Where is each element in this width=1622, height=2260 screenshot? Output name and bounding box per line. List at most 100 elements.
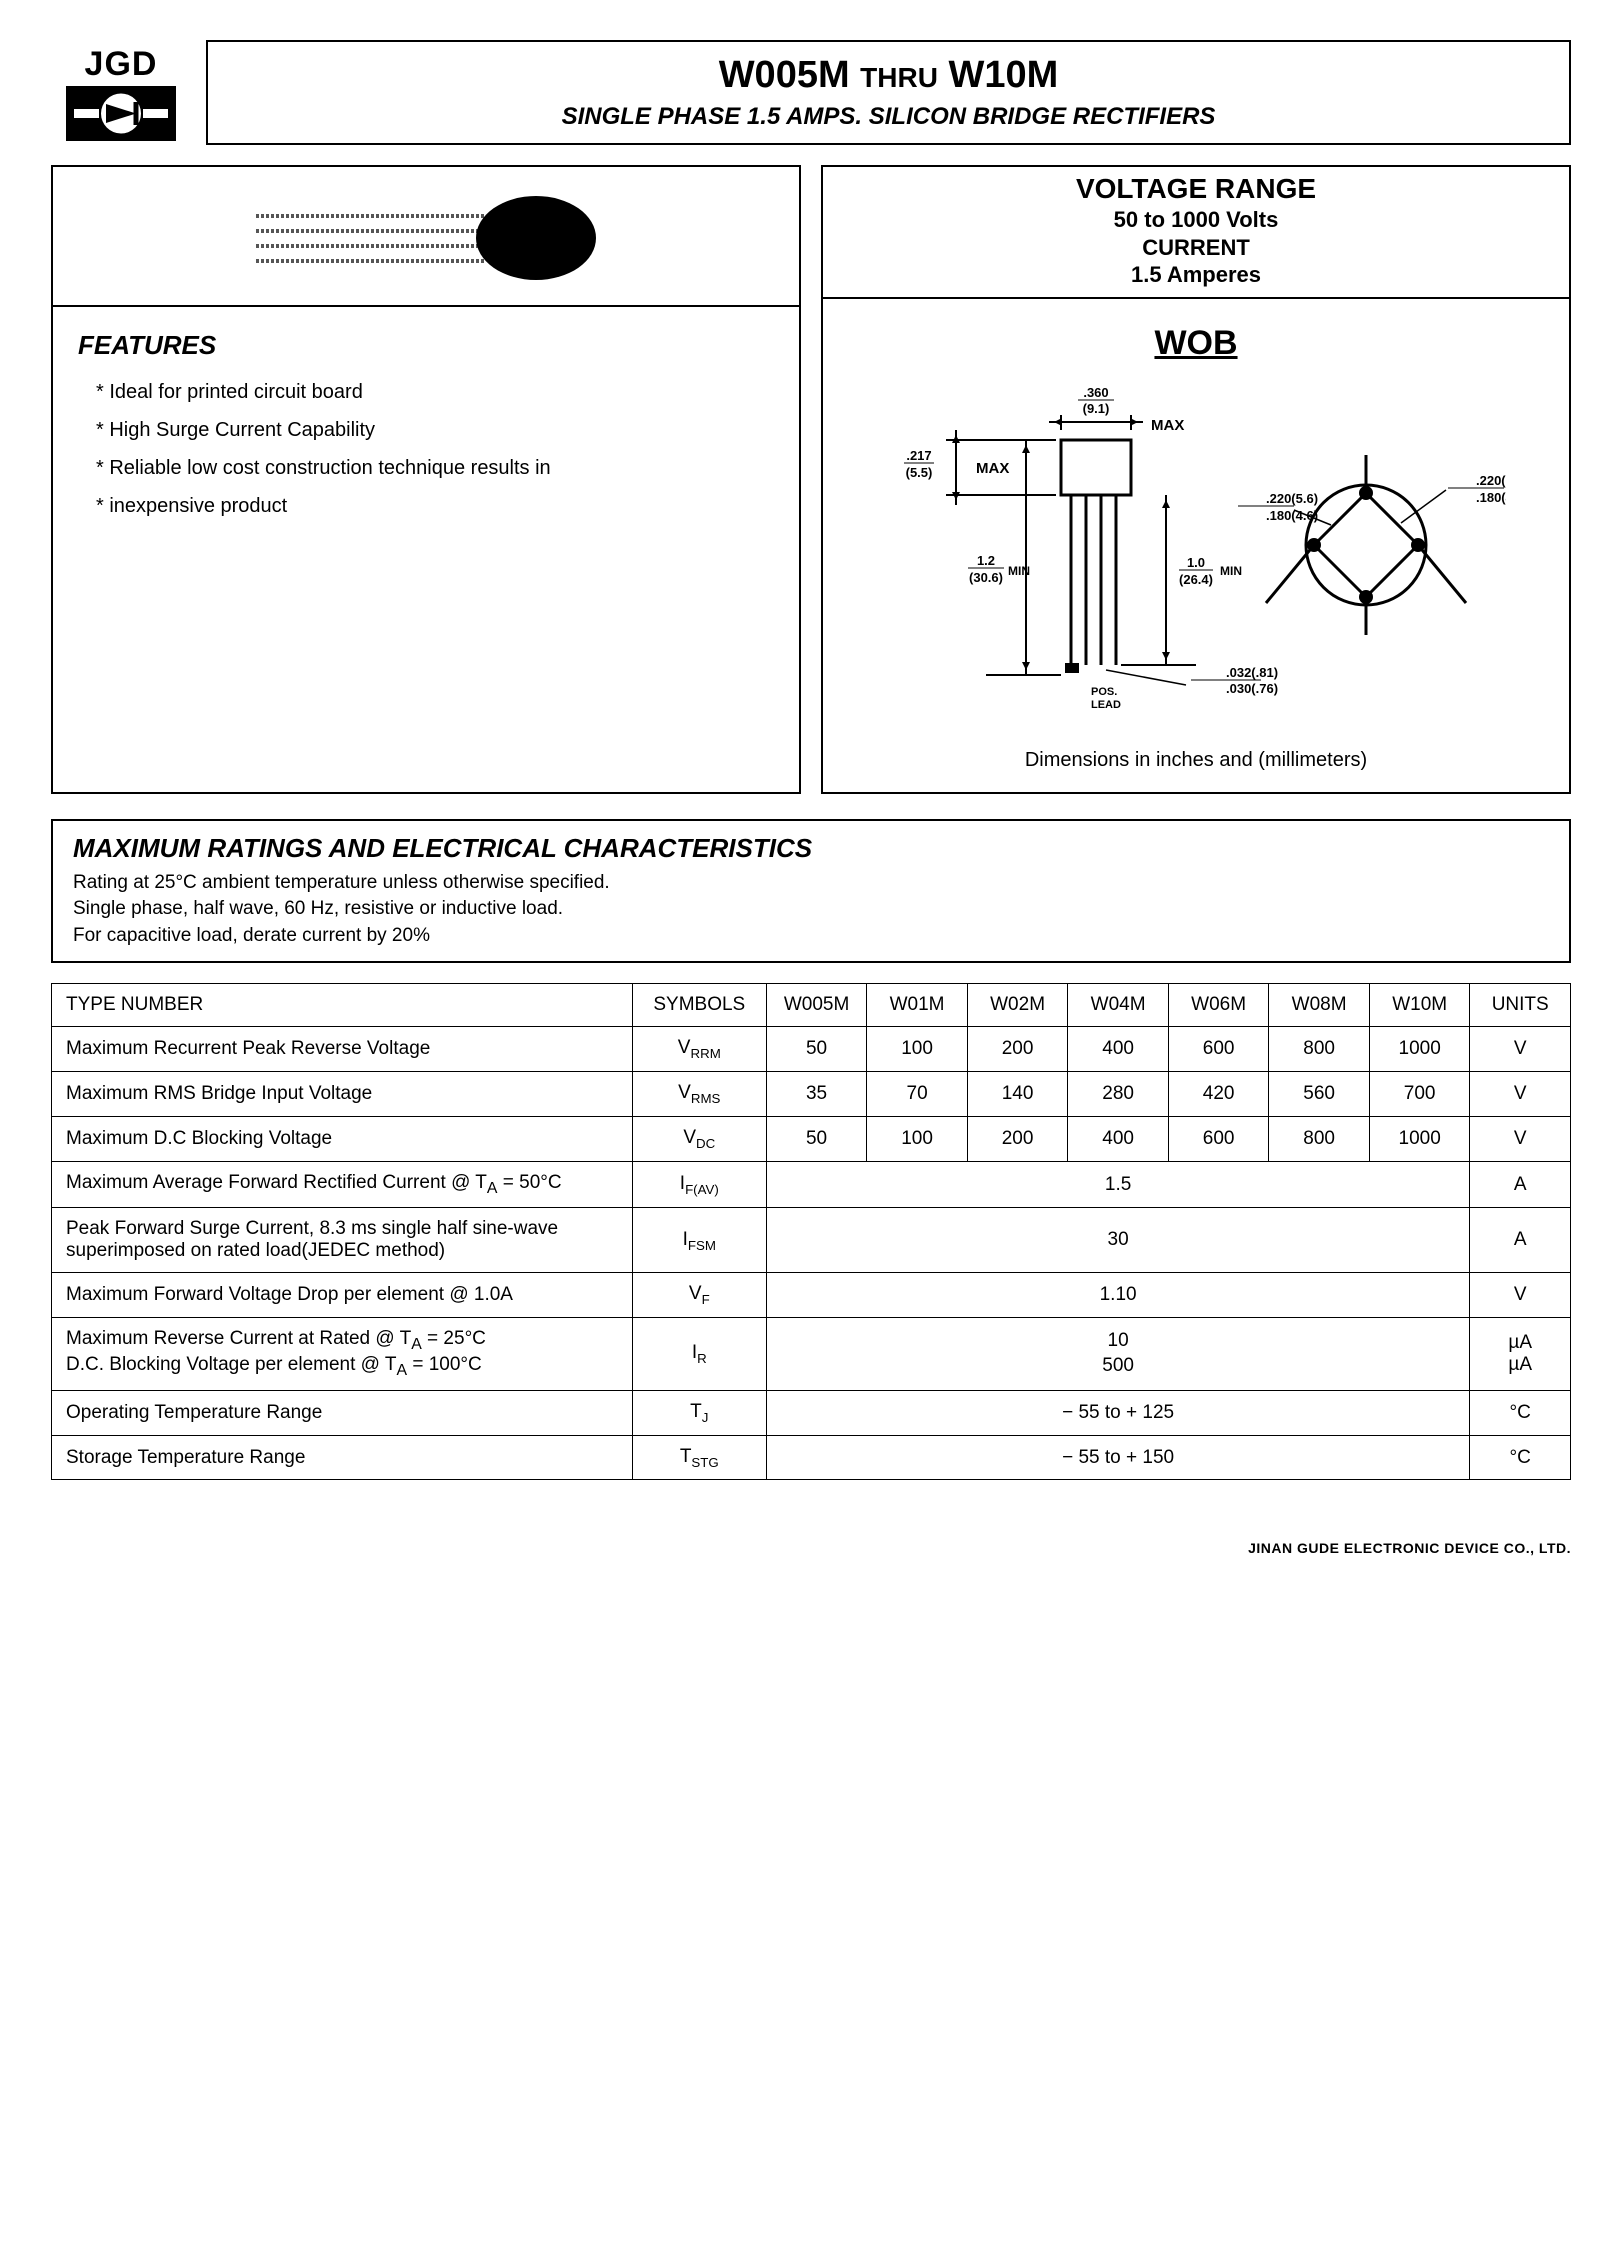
cell-units: A — [1470, 1161, 1571, 1208]
feature-item: High Surge Current Capability — [96, 411, 774, 449]
cell-value: 100 — [867, 1027, 968, 1072]
cell-symbol: VDC — [632, 1116, 766, 1161]
logo-icon — [66, 86, 176, 141]
cell-value: 400 — [1068, 1027, 1169, 1072]
features-heading: FEATURES — [78, 330, 774, 361]
cell-value: 1000 — [1369, 1027, 1470, 1072]
table-row: Maximum D.C Blocking VoltageVDC501002004… — [52, 1116, 1571, 1161]
cell-param: Maximum RMS Bridge Input Voltage — [52, 1072, 633, 1117]
title-suffix: W10M — [949, 54, 1059, 96]
cell-value: 1000 — [1369, 1116, 1470, 1161]
cell-value-span: 1.5 — [766, 1161, 1470, 1208]
th-col: W10M — [1369, 984, 1470, 1027]
cell-units: °C — [1470, 1390, 1571, 1435]
features: FEATURES Ideal for printed circuit board… — [53, 307, 799, 792]
title-main: W005M THRU W10M — [228, 54, 1549, 97]
table-row: Maximum Recurrent Peak Reverse VoltageVR… — [52, 1027, 1571, 1072]
svg-text:1.2: 1.2 — [977, 553, 995, 568]
voltage-range-line1: 50 to 1000 Volts — [833, 206, 1559, 234]
svg-text:(9.1): (9.1) — [1083, 401, 1110, 416]
footer: JINAN GUDE ELECTRONIC DEVICE CO., LTD. — [51, 1540, 1571, 1556]
cell-param: Maximum Reverse Current at Rated @ TA = … — [52, 1318, 633, 1391]
cell-units: V — [1470, 1072, 1571, 1117]
cell-symbol: VRMS — [632, 1072, 766, 1117]
title-thru: THRU — [860, 62, 938, 93]
svg-text:(26.4): (26.4) — [1179, 572, 1213, 587]
svg-text:.180(4.6): .180(4.6) — [1476, 490, 1506, 505]
cell-value: 50 — [766, 1027, 867, 1072]
mid-row: FEATURES Ideal for printed circuit board… — [51, 165, 1571, 794]
features-list: Ideal for printed circuit board High Sur… — [78, 373, 774, 525]
cell-param: Maximum Forward Voltage Drop per element… — [52, 1273, 633, 1318]
ratings-note: Single phase, half wave, 60 Hz, resistiv… — [73, 896, 1549, 923]
cell-value: 600 — [1168, 1027, 1269, 1072]
th-col: W06M — [1168, 984, 1269, 1027]
cell-value: 400 — [1068, 1116, 1169, 1161]
svg-text:.217: .217 — [906, 448, 931, 463]
svg-text:MAX: MAX — [976, 460, 1009, 477]
cell-symbol: TJ — [632, 1390, 766, 1435]
cell-value: 280 — [1068, 1072, 1169, 1117]
svg-text:.220(5.6): .220(5.6) — [1476, 473, 1506, 488]
th-col: W08M — [1269, 984, 1370, 1027]
cell-value-span: 10500 — [766, 1318, 1470, 1391]
left-column: FEATURES Ideal for printed circuit board… — [51, 165, 801, 794]
dimension-note: Dimensions in inches and (millimeters) — [843, 749, 1549, 772]
table-row: Maximum Average Forward Rectified Curren… — [52, 1161, 1571, 1208]
cell-value-span: − 55 to + 150 — [766, 1435, 1470, 1480]
table-row: Maximum Forward Voltage Drop per element… — [52, 1273, 1571, 1318]
cell-value: 800 — [1269, 1116, 1370, 1161]
svg-text:POS.: POS. — [1091, 686, 1117, 698]
ratings-note: For capacitive load, derate current by 2… — [73, 923, 1549, 950]
cell-value: 560 — [1269, 1072, 1370, 1117]
feature-item: Ideal for printed circuit board — [96, 373, 774, 411]
th-col: W005M — [766, 984, 867, 1027]
svg-text:.180(4.6): .180(4.6) — [1266, 508, 1318, 523]
cell-value: 200 — [967, 1027, 1068, 1072]
spec-table: TYPE NUMBER SYMBOLS W005M W01M W02M W04M… — [51, 983, 1571, 1480]
ratings-header: MAXIMUM RATINGS AND ELECTRICAL CHARACTER… — [51, 819, 1571, 964]
voltage-range: VOLTAGE RANGE 50 to 1000 Volts CURRENT 1… — [823, 167, 1569, 299]
cell-symbol: IF(AV) — [632, 1161, 766, 1208]
cell-units: °C — [1470, 1435, 1571, 1480]
table-row: Maximum Reverse Current at Rated @ TA = … — [52, 1318, 1571, 1391]
cell-value: 35 — [766, 1072, 867, 1117]
cell-symbol: TSTG — [632, 1435, 766, 1480]
cell-units: V — [1470, 1273, 1571, 1318]
cell-units: V — [1470, 1116, 1571, 1161]
cell-value: 140 — [967, 1072, 1068, 1117]
feature-item: Reliable low cost construction technique… — [96, 449, 774, 487]
cell-symbol: IR — [632, 1318, 766, 1391]
header: JGD W005M THRU W10M SINGLE PHASE 1.5 AMP… — [51, 40, 1571, 145]
voltage-range-line2: CURRENT — [833, 234, 1559, 262]
cell-param: Maximum Average Forward Rectified Curren… — [52, 1161, 633, 1208]
cell-param: Storage Temperature Range — [52, 1435, 633, 1480]
th-symbols: SYMBOLS — [632, 984, 766, 1027]
th-col: W02M — [967, 984, 1068, 1027]
title-prefix: W005M — [719, 54, 850, 96]
cell-value: 70 — [867, 1072, 968, 1117]
th-col: W01M — [867, 984, 968, 1027]
svg-text:.032(.81): .032(.81) — [1226, 665, 1278, 680]
svg-text:(5.5): (5.5) — [906, 465, 933, 480]
cell-units: V — [1470, 1027, 1571, 1072]
th-type: TYPE NUMBER — [52, 984, 633, 1027]
voltage-range-title: VOLTAGE RANGE — [833, 171, 1559, 206]
cell-units: µAµA — [1470, 1318, 1571, 1391]
cell-param: Peak Forward Surge Current, 8.3 ms singl… — [52, 1208, 633, 1273]
title-box: W005M THRU W10M SINGLE PHASE 1.5 AMPS. S… — [206, 40, 1571, 145]
cell-value: 600 — [1168, 1116, 1269, 1161]
table-row: Maximum RMS Bridge Input VoltageVRMS3570… — [52, 1072, 1571, 1117]
svg-text:MAX: MAX — [1151, 417, 1184, 434]
table-row: Storage Temperature RangeTSTG− 55 to + 1… — [52, 1435, 1571, 1480]
svg-text:LEAD: LEAD — [1091, 699, 1121, 711]
svg-text:.030(.76): .030(.76) — [1226, 681, 1278, 696]
logo-text: JGD — [85, 45, 158, 84]
package-name: WOB — [843, 324, 1549, 363]
voltage-range-line3: 1.5 Amperes — [833, 261, 1559, 289]
cell-param: Operating Temperature Range — [52, 1390, 633, 1435]
cell-param: Maximum Recurrent Peak Reverse Voltage — [52, 1027, 633, 1072]
cell-value: 420 — [1168, 1072, 1269, 1117]
svg-text:MIN: MIN — [1220, 564, 1242, 578]
ratings-heading: MAXIMUM RATINGS AND ELECTRICAL CHARACTER… — [73, 833, 1549, 864]
